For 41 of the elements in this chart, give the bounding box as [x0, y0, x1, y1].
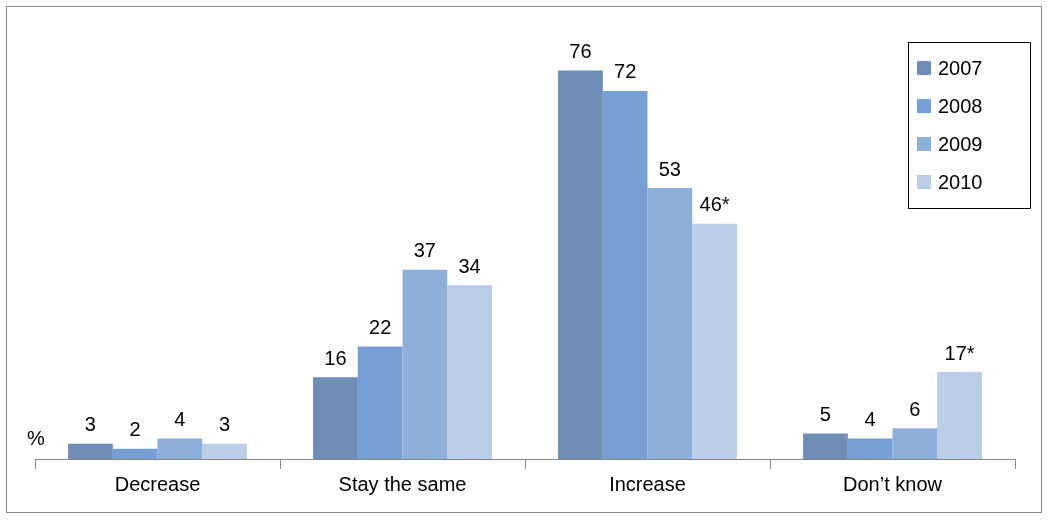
bar: [558, 70, 603, 459]
legend-label: 2007: [938, 56, 983, 79]
data-label: 6: [909, 397, 921, 420]
legend-label: 2010: [938, 170, 983, 193]
bar: [892, 428, 938, 459]
data-label: 5: [819, 402, 831, 425]
y-axis-title: %: [27, 426, 45, 449]
bar: [68, 443, 113, 459]
data-label: 53: [658, 157, 681, 180]
bar: [692, 223, 737, 459]
bar: [357, 346, 403, 459]
data-label: 4: [174, 408, 186, 431]
x-tick-label: Stay the same: [338, 472, 467, 495]
data-label: 46*: [699, 193, 730, 216]
data-label: 2: [129, 418, 141, 441]
data-label: 72: [614, 60, 637, 83]
bar: [803, 433, 848, 459]
bar: [112, 448, 158, 459]
legend-label: 2009: [938, 132, 983, 155]
x-tick-label: Don’t know: [843, 472, 943, 495]
data-label: 4: [864, 408, 876, 431]
data-label: 37: [413, 239, 436, 262]
bar: [647, 188, 693, 459]
data-label: 3: [84, 413, 96, 436]
x-tick-label: Increase: [609, 472, 686, 495]
bar: [847, 438, 893, 459]
data-label: 17*: [944, 341, 975, 364]
bar: [313, 377, 358, 459]
x-tick-label: Decrease: [114, 472, 201, 495]
bar: [202, 443, 247, 459]
bar: [937, 372, 982, 459]
bar: [447, 285, 492, 459]
data-label: 34: [458, 254, 481, 277]
data-label: 3: [219, 413, 231, 436]
data-label: 16: [324, 346, 347, 369]
bar: [157, 438, 203, 459]
data-label: 76: [569, 39, 592, 62]
bar: [602, 90, 648, 459]
data-label: 22: [369, 316, 392, 339]
legend-label: 2008: [938, 94, 983, 117]
bar: [402, 269, 448, 459]
